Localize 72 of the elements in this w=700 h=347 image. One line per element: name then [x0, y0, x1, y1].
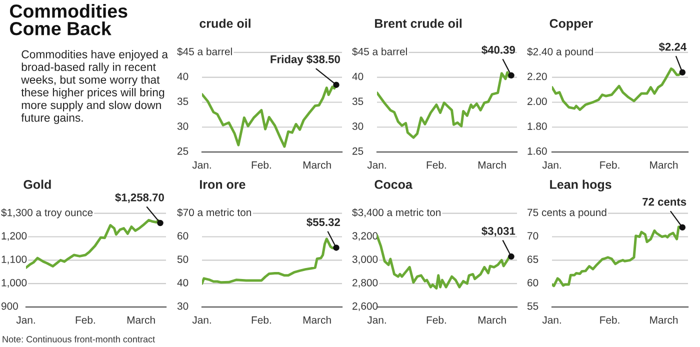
x-tick-label: Feb.: [252, 161, 271, 169]
x-tick-label: Jan.: [192, 316, 211, 324]
annotation: $40.39: [482, 45, 516, 54]
y-tick-label: 2.20: [528, 72, 547, 80]
x-tick-label: Jan.: [16, 316, 35, 324]
x-tick-label: Feb.: [426, 161, 446, 169]
y-tick-label: 30: [177, 302, 188, 310]
y-tick-label: $2.40 a pound: [527, 48, 593, 58]
x-tick-label: Jan.: [542, 161, 561, 169]
y-tick-label: $45 a barrel: [177, 47, 232, 56]
y-tick-label: 2,600: [352, 302, 378, 312]
x-tick-label: March: [478, 316, 506, 324]
y-tick-label: 60: [178, 232, 188, 240]
x-tick-label: Feb.: [600, 316, 620, 324]
x-tick-label: Jan.: [367, 316, 386, 324]
x-tick-label: Feb.: [76, 316, 95, 324]
y-tick-label: 55: [527, 302, 538, 310]
x-tick-label: March: [303, 316, 331, 324]
y-tick-label: 40: [177, 72, 188, 80]
y-tick-label: 35: [177, 98, 188, 106]
y-tick-label: 25: [352, 147, 364, 155]
y-tick-label: 25: [178, 147, 188, 155]
y-tick-label: 35: [352, 98, 364, 106]
y-tick-label: 900: [1, 302, 18, 310]
chart-title: Lean hogs: [550, 180, 612, 192]
x-tick-label: Jan.: [542, 316, 561, 324]
y-tick-label: 2.00: [528, 98, 547, 106]
y-tick-label: 40: [177, 279, 188, 286]
y-tick-label: 50: [177, 256, 188, 263]
x-tick-label: Feb.: [600, 161, 620, 169]
chart-title: Gold: [24, 180, 51, 189]
y-tick-label: 1.80: [528, 122, 547, 130]
chart-title: Iron ore: [200, 180, 246, 189]
y-tick-label: 1.60: [528, 147, 547, 155]
annotation: $3,031: [482, 226, 516, 237]
y-tick-label: 60: [528, 279, 538, 286]
chart-title: Brent crude oil: [375, 18, 462, 28]
annotation: $2.24: [658, 42, 687, 52]
y-tick-label: 40: [352, 72, 364, 80]
x-tick-label: March: [650, 161, 678, 169]
x-tick-label: March: [650, 316, 678, 324]
annotation: Friday $38.50: [270, 54, 340, 66]
x-tick-label: March: [303, 161, 331, 169]
x-tick-label: Feb.: [426, 316, 446, 324]
y-tick-label: $45 a barrel: [352, 47, 407, 56]
y-tick-label: 1,200: [2, 232, 27, 241]
x-tick-label: March: [127, 316, 155, 324]
y-tick-label: $3,400 a metric ton: [352, 208, 440, 218]
y-tick-label: $1,300 a troy ounce: [1, 208, 93, 218]
annotation: 72 cents: [642, 198, 686, 206]
y-tick-label: 1,100: [2, 256, 27, 264]
y-tick-label: 30: [177, 122, 188, 130]
x-tick-label: Jan.: [192, 161, 211, 169]
text: Commodities have enjoyed a broad-based rally in recent weeks, but some worry that these higher prices will bring more supply and slow down future gains.: [21, 50, 168, 124]
y-tick-label: 75 cents a pound: [528, 208, 606, 218]
y-tick-label: $70 a metric ton: [177, 208, 252, 217]
chart-title: Copper: [550, 19, 593, 30]
y-tick-label: 70: [528, 232, 538, 240]
x-tick-label: Jan.: [367, 161, 386, 169]
x-tick-label: March: [478, 161, 506, 169]
y-tick-label: 1,000: [2, 279, 27, 288]
y-tick-label: 30: [352, 122, 364, 130]
chart-title: crude oil: [200, 18, 250, 28]
y-tick-label: 65: [528, 256, 538, 263]
chart-title: Cocoa: [374, 180, 412, 189]
annotation: $1,258.70: [115, 193, 164, 203]
x-tick-label: Feb.: [252, 316, 271, 324]
text: Commodities Come Back: [10, 4, 128, 36]
text: Note: Continuous front-month contract: [2, 336, 155, 342]
y-tick-label: 2,800: [352, 279, 378, 288]
annotation: $55.32: [306, 218, 340, 227]
y-tick-label: 3,000: [352, 256, 378, 264]
